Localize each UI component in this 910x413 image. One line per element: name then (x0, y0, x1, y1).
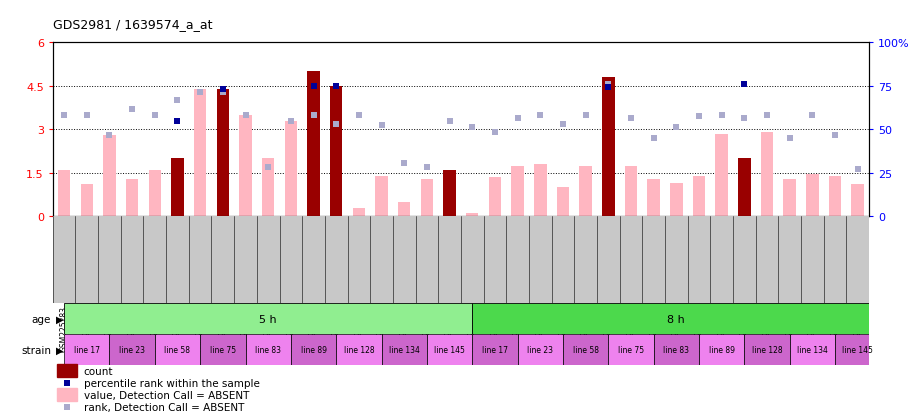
Text: line 128: line 128 (344, 346, 374, 354)
Text: line 23: line 23 (527, 346, 553, 354)
Bar (580, 166, 592, 217)
Bar (353, 208, 365, 217)
Text: ▶: ▶ (56, 345, 63, 355)
FancyBboxPatch shape (699, 335, 744, 366)
Text: rank, Detection Call = ABSENT: rank, Detection Call = ABSENT (84, 402, 244, 412)
Text: line 89: line 89 (300, 346, 327, 354)
Text: line 134: line 134 (797, 346, 828, 354)
Bar (602, 78, 614, 217)
Bar (81, 185, 93, 217)
Bar (443, 214, 456, 217)
Bar (58, 171, 70, 217)
FancyBboxPatch shape (518, 335, 563, 366)
FancyBboxPatch shape (608, 335, 653, 366)
FancyBboxPatch shape (790, 335, 835, 366)
FancyBboxPatch shape (155, 335, 200, 366)
FancyBboxPatch shape (200, 335, 246, 366)
FancyBboxPatch shape (336, 335, 381, 366)
Bar (217, 90, 229, 217)
Bar (829, 176, 841, 217)
Bar (557, 188, 569, 217)
FancyBboxPatch shape (381, 335, 427, 366)
Bar (262, 159, 275, 217)
Bar (375, 176, 388, 217)
Text: line 75: line 75 (618, 346, 644, 354)
Text: line 145: line 145 (434, 346, 465, 354)
Text: ▶: ▶ (56, 314, 63, 324)
Text: line 23: line 23 (119, 346, 145, 354)
FancyBboxPatch shape (563, 335, 608, 366)
Bar (56, 387, 77, 401)
Text: GDS2981 / 1639574_a_at: GDS2981 / 1639574_a_at (53, 18, 212, 31)
Bar (852, 185, 864, 217)
Bar (308, 214, 319, 217)
FancyBboxPatch shape (835, 335, 880, 366)
Bar (126, 179, 138, 217)
Bar (670, 183, 682, 217)
Text: line 58: line 58 (572, 346, 599, 354)
Bar (489, 178, 501, 217)
Text: 5 h: 5 h (259, 314, 277, 324)
Bar (647, 179, 660, 217)
Bar (511, 166, 524, 217)
Bar (784, 179, 796, 217)
FancyBboxPatch shape (109, 335, 155, 366)
Text: line 83: line 83 (663, 346, 689, 354)
Bar (148, 171, 161, 217)
Bar (330, 87, 342, 217)
Text: percentile rank within the sample: percentile rank within the sample (84, 378, 259, 388)
Bar (625, 166, 637, 217)
Bar (466, 214, 479, 217)
Bar (806, 175, 819, 217)
Text: value, Detection Call = ABSENT: value, Detection Call = ABSENT (84, 390, 249, 400)
Bar (443, 171, 456, 217)
Bar (239, 116, 252, 217)
Bar (715, 135, 728, 217)
Bar (285, 121, 297, 217)
Text: line 134: line 134 (389, 346, 420, 354)
FancyBboxPatch shape (246, 335, 291, 366)
FancyBboxPatch shape (64, 304, 472, 335)
FancyBboxPatch shape (472, 335, 518, 366)
Bar (308, 72, 319, 217)
Bar (171, 171, 184, 217)
Text: line 17: line 17 (482, 346, 508, 354)
Text: age: age (32, 314, 51, 324)
Bar (171, 159, 184, 217)
Bar (398, 202, 410, 217)
FancyBboxPatch shape (472, 304, 880, 335)
Bar (761, 133, 774, 217)
Bar (693, 176, 705, 217)
Text: 8 h: 8 h (667, 314, 685, 324)
Bar (103, 136, 116, 217)
Text: line 75: line 75 (210, 346, 236, 354)
Text: line 89: line 89 (709, 346, 734, 354)
FancyBboxPatch shape (64, 335, 109, 366)
Bar (194, 90, 207, 217)
Text: line 83: line 83 (255, 346, 281, 354)
Bar (738, 159, 751, 217)
Text: line 58: line 58 (165, 346, 190, 354)
Bar (534, 165, 547, 217)
FancyBboxPatch shape (653, 335, 699, 366)
Text: strain: strain (21, 345, 51, 355)
Bar (217, 93, 229, 217)
Text: line 128: line 128 (752, 346, 783, 354)
Bar (330, 171, 342, 217)
FancyBboxPatch shape (427, 335, 472, 366)
Bar (602, 78, 614, 217)
Bar (738, 173, 751, 217)
Bar (56, 364, 77, 377)
Text: line 145: line 145 (843, 346, 874, 354)
FancyBboxPatch shape (744, 335, 790, 366)
Text: line 17: line 17 (74, 346, 100, 354)
FancyBboxPatch shape (291, 335, 336, 366)
Text: count: count (84, 366, 114, 376)
Bar (420, 179, 433, 217)
